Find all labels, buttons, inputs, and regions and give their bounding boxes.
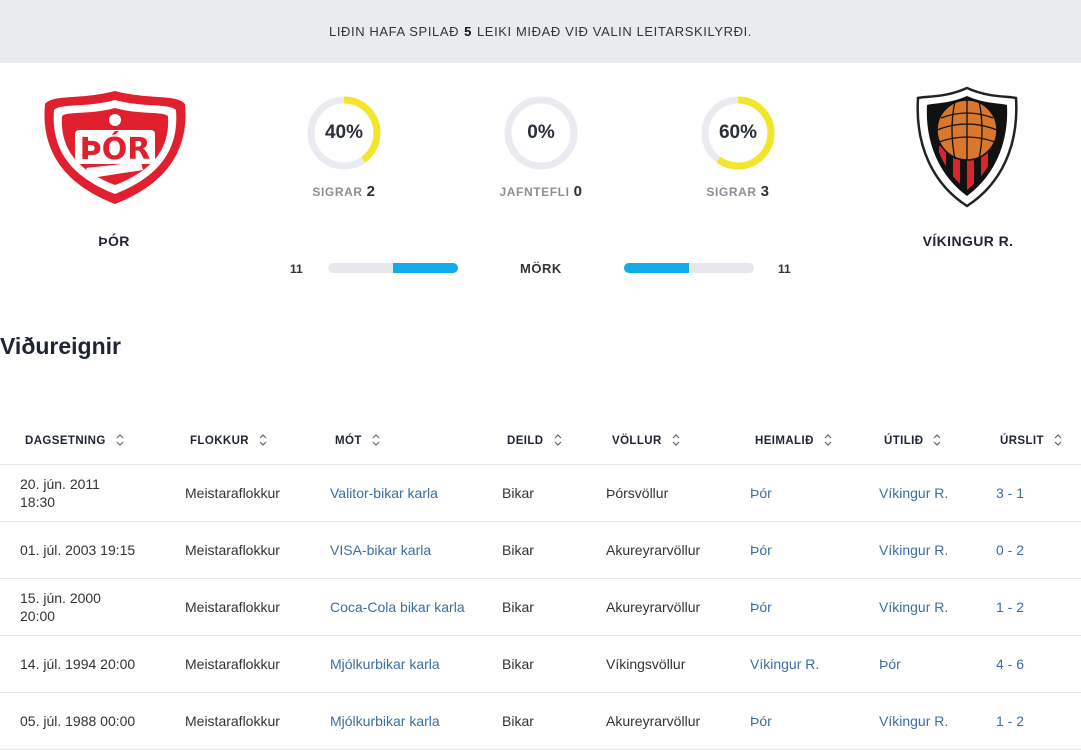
cell-deild: Bikar [502,521,606,579]
table-row: 14. júl. 1994 20:00 Meistaraflokkur Mjól… [0,635,1081,693]
home-team-link[interactable]: Þór [750,599,772,615]
col-header-vollur[interactable]: VÖLLUR [606,418,750,465]
cell-vollur: Víkingsvöllur [606,635,750,693]
table-row: 20. jún. 2011 18:30 Meistaraflokkur Vali… [0,464,1081,522]
sort-icon [1054,434,1062,446]
away-team-link[interactable]: Víkingur R. [879,713,949,729]
home-goals-bar-fill [393,263,458,273]
sort-icon [372,434,380,446]
competition-link[interactable]: Mjólkurbikar karla [330,656,440,672]
table-row: 15. jún. 2000 20:00 Meistaraflokkur Coca… [0,578,1081,636]
banner-count: 5 [464,24,472,39]
home-wins-count: 2 [366,183,376,200]
home-team-link[interactable]: Þór [750,713,772,729]
cell-date: 15. jún. 2000 20:00 [0,578,185,636]
home-team-link[interactable]: Þór [750,485,772,501]
col-header-deild[interactable]: DEILD [502,418,606,465]
home-team-link[interactable]: Þór [750,542,772,558]
cell-flokkur: Meistaraflokkur [185,692,330,750]
away-team-link[interactable]: Víkingur R. [879,485,949,501]
away-goals-bar [624,263,754,273]
cell-flokkur: Meistaraflokkur [185,578,330,636]
col-header-mot[interactable]: MÓT [330,418,502,465]
cell-date: 20. jún. 2011 18:30 [0,464,185,522]
away-team-link[interactable]: Þór [879,656,901,672]
sort-icon [259,434,267,446]
cell-date: 14. júl. 1994 20:00 [0,635,185,693]
cell-vollur: Þórsvöllur [606,464,750,522]
away-wins-label-text: SIGRAR [706,185,757,199]
away-wins-percent: 60% [718,122,758,143]
competition-link[interactable]: VISA-bikar karla [330,542,432,558]
thor-crest-icon[interactable]: ÞÓR [41,88,189,211]
cell-deild: Bikar [502,578,606,636]
draws-ring: 0% [504,96,578,170]
result-link[interactable]: 4 - 6 [996,656,1025,672]
home-wins-label-text: SIGRAR [312,185,363,199]
home-team-name[interactable]: ÞÓR [98,233,130,249]
col-header-heimalid[interactable]: HEIMALIÐ [750,418,879,465]
cell-vollur: Akureyrarvöllur [606,521,750,579]
competition-link[interactable]: Coca-Cola bikar karla [330,599,465,615]
home-team-link[interactable]: Víkingur R. [750,656,820,672]
draws-label-text: JAFNTEFLI [499,185,570,199]
goals-label: MÖRK [520,261,562,276]
away-wins-count: 3 [760,183,770,200]
cell-date: 01. júl. 2003 19:15 [0,521,185,579]
matches-table: DAGSETNING FLOKKUR MÓT DEILD VÖLLUR HEIM… [0,418,1081,750]
result-link[interactable]: 3 - 1 [996,485,1025,501]
home-goals: 11 [290,262,303,276]
draws-count: 0 [573,183,583,200]
section-title: Viðureignir [0,333,121,359]
sort-icon [554,434,561,446]
banner-suffix: LEIKI MIÐAÐ VIÐ VALIN LEITARSKILYRÐI. [476,24,753,39]
away-team-link[interactable]: Víkingur R. [879,599,949,615]
banner-prefix: LIÐIN HAFA SPILAÐ [328,24,460,39]
home-goals-bar [328,263,458,273]
col-header-flokkur[interactable]: FLOKKUR [185,418,330,465]
cell-flokkur: Meistaraflokkur [185,464,330,522]
vikingur-crest-icon[interactable] [915,86,1019,213]
table-row: 01. júl. 2003 19:15 Meistaraflokkur VISA… [0,521,1081,579]
result-link[interactable]: 1 - 2 [996,599,1025,615]
away-wins-label: SIGRAR 3 [668,183,808,200]
table-row: 05. júl. 1988 00:00 Meistaraflokkur Mjól… [0,692,1081,750]
cell-vollur: Akureyrarvöllur [606,578,750,636]
col-header-urslit[interactable]: ÚRSLIT [992,418,1081,465]
sort-icon [934,434,941,446]
home-wins-ring: 40% [307,96,381,170]
result-link[interactable]: 0 - 2 [996,542,1025,558]
away-team-name[interactable]: VÍKINGUR R. [922,233,1014,249]
cell-vollur: Akureyrarvöllur [606,692,750,750]
competition-link[interactable]: Valitor-bikar karla [330,485,438,501]
table-header-row: DAGSETNING FLOKKUR MÓT DEILD VÖLLUR HEIM… [0,418,1081,465]
cell-flokkur: Meistaraflokkur [185,635,330,693]
col-header-utilid[interactable]: ÚTILIÐ [879,418,992,465]
cell-deild: Bikar [502,635,606,693]
svg-text:ÞÓR: ÞÓR [80,130,151,167]
draws-label: JAFNTEFLI 0 [471,183,611,200]
draws-percent: 0% [527,122,555,143]
col-header-date[interactable]: DAGSETNING [0,418,185,465]
home-wins-label: SIGRAR 2 [274,183,414,200]
result-link[interactable]: 1 - 2 [996,713,1025,729]
away-goals-bar-fill [624,263,689,273]
home-wins-percent: 40% [324,122,364,143]
matches-summary-banner: LIÐIN HAFA SPILAÐ 5 LEIKI MIÐAÐ VIÐ VALI… [0,0,1081,63]
cell-deild: Bikar [502,464,606,522]
sort-icon [824,434,832,446]
sort-icon [672,434,680,446]
away-goals: 11 [778,262,791,276]
cell-flokkur: Meistaraflokkur [185,521,330,579]
competition-link[interactable]: Mjólkurbikar karla [330,713,440,729]
cell-deild: Bikar [502,692,606,750]
sort-icon [116,434,124,446]
away-team-link[interactable]: Víkingur R. [879,542,949,558]
cell-date: 05. júl. 1988 00:00 [0,692,185,750]
away-wins-ring: 60% [701,96,775,170]
